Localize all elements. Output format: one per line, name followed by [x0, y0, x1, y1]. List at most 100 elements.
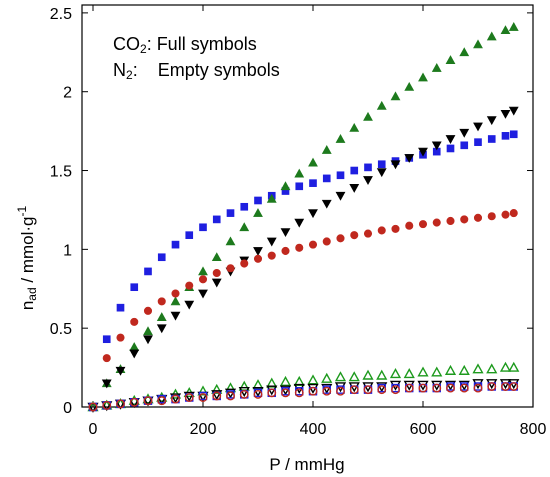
data-point [487, 212, 496, 221]
data-point [418, 147, 428, 157]
data-point [499, 361, 512, 372]
data-point [403, 368, 415, 379]
data-point [404, 81, 415, 91]
data-point [431, 366, 443, 377]
data-point [336, 171, 345, 180]
data-point [226, 391, 235, 401]
data-point [446, 216, 455, 226]
data-point [212, 268, 221, 278]
plot-frame [81, 4, 534, 408]
data-point [460, 141, 469, 150]
data-point [309, 179, 317, 187]
data-point [129, 397, 139, 407]
data-point [322, 237, 331, 246]
data-point [157, 297, 166, 306]
data-point [184, 300, 195, 310]
annotation-n2: N2: Empty symbols [113, 60, 280, 82]
data-point [431, 63, 442, 72]
x-axis-label: P / mmHg [269, 455, 344, 474]
data-point [418, 72, 428, 82]
data-point [445, 135, 456, 145]
data-point [211, 252, 222, 262]
data-point [446, 383, 455, 393]
data-point [116, 333, 125, 342]
data-point [391, 385, 400, 395]
data-point [473, 39, 483, 49]
data-point [322, 386, 332, 396]
data-point [473, 383, 483, 393]
data-point [459, 128, 470, 138]
data-point [432, 218, 441, 227]
data-point [472, 363, 484, 374]
y-axis-label: nad / mmol·g-1 [15, 206, 39, 311]
data-point [432, 383, 442, 393]
data-point [128, 394, 140, 405]
data-point [295, 182, 304, 191]
data-point [487, 135, 496, 143]
data-point [293, 383, 305, 394]
data-point [226, 209, 235, 217]
data-point [321, 372, 333, 383]
data-point [391, 224, 400, 233]
data-point [130, 283, 139, 292]
data-point [363, 176, 373, 186]
data-point [88, 402, 98, 412]
series-n2-circle [88, 382, 519, 412]
data-point [267, 388, 277, 398]
data-point [377, 226, 386, 235]
data-point [156, 324, 167, 334]
data-point [170, 296, 181, 306]
y-tick-label: 2 [63, 85, 72, 102]
data-point [474, 138, 482, 146]
data-point [473, 213, 483, 222]
data-point [334, 382, 347, 393]
data-point [362, 369, 374, 380]
data-point [198, 393, 208, 402]
y-tick-label: 1.5 [50, 164, 72, 181]
data-point [198, 266, 208, 276]
data-point [169, 393, 182, 404]
data-point [212, 215, 221, 224]
data-point [253, 254, 263, 263]
data-point [418, 220, 428, 229]
data-point [348, 371, 360, 382]
data-point [405, 221, 414, 230]
data-point [102, 354, 111, 363]
data-point [102, 400, 112, 410]
data-point [349, 122, 360, 132]
data-point [335, 191, 346, 201]
x-tick-label: 400 [300, 421, 327, 438]
data-point [308, 386, 318, 396]
data-point [376, 168, 387, 178]
data-point [252, 379, 264, 390]
data-point [294, 388, 304, 398]
series-n2-square [88, 382, 518, 412]
data-point [281, 246, 290, 255]
data-point [486, 363, 498, 374]
data-point [253, 247, 263, 256]
data-point [460, 215, 469, 224]
data-point [225, 236, 236, 246]
data-point [198, 289, 208, 299]
data-point [170, 311, 181, 321]
data-point [363, 385, 373, 395]
data-point [102, 335, 111, 344]
data-point [509, 130, 518, 139]
data-point [143, 306, 153, 315]
data-point [142, 393, 154, 404]
data-point [350, 231, 359, 240]
data-point [445, 55, 456, 64]
data-point [143, 396, 153, 406]
data-point [294, 218, 305, 228]
data-point [211, 390, 223, 401]
data-point [253, 389, 263, 399]
data-point [336, 234, 345, 243]
data-point [239, 389, 249, 399]
data-point [389, 380, 402, 391]
data-point [509, 209, 518, 218]
data-point [279, 375, 292, 386]
data-point [211, 278, 222, 288]
data-point [390, 91, 401, 101]
data-point [458, 364, 470, 375]
